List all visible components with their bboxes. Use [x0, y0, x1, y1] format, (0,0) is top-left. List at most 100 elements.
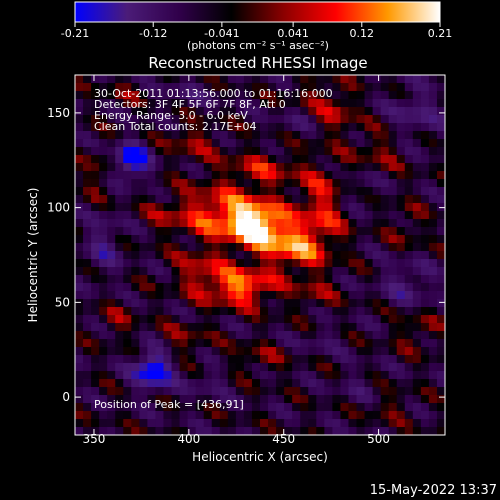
heatmap-cell [364, 171, 374, 180]
heatmap-cell [268, 91, 277, 100]
heatmap-cell [155, 195, 165, 204]
heatmap-cell [380, 267, 390, 276]
heatmap-cell [163, 331, 173, 340]
heatmap-cell [396, 403, 406, 412]
heatmap-cell [404, 299, 414, 308]
heatmap-cell [227, 419, 237, 428]
heatmap-cell [211, 91, 221, 100]
heatmap-cell [195, 411, 205, 420]
heatmap-cell [131, 323, 140, 332]
heatmap-cell [107, 267, 116, 276]
heatmap-cell [340, 307, 350, 316]
heatmap-cell [396, 315, 406, 324]
heatmap-cell [219, 99, 229, 108]
heatmap-cell [396, 99, 406, 108]
heatmap-cell [123, 315, 132, 324]
heatmap-cell [388, 171, 398, 180]
heatmap-cell [324, 403, 333, 412]
heatmap-cell [179, 91, 189, 100]
heatmap-cell [75, 411, 84, 420]
heatmap-cell [211, 259, 221, 268]
heatmap-cell [260, 387, 269, 396]
heatmap-cell [99, 315, 108, 324]
heatmap-cell [91, 419, 100, 428]
heatmap-cell [420, 163, 430, 172]
heatmap-cell [412, 147, 422, 156]
heatmap-cell [107, 163, 116, 172]
heatmap-cell [147, 235, 157, 244]
heatmap-cell [171, 315, 181, 324]
heatmap-cell [131, 227, 140, 236]
heatmap-cell [284, 331, 293, 340]
heatmap-cell [115, 227, 124, 236]
heatmap-cell [211, 75, 221, 84]
heatmap-cell [260, 195, 269, 204]
heatmap-cell [276, 355, 285, 364]
heatmap-cell [276, 179, 285, 188]
heatmap-cell [75, 123, 84, 132]
heatmap-cell [243, 99, 253, 108]
heatmap-cell [316, 379, 325, 388]
heatmap-cell [380, 187, 390, 196]
heatmap-cell [436, 379, 445, 388]
heatmap-cell [227, 91, 237, 100]
heatmap-cell [300, 147, 309, 156]
heatmap-cell [131, 163, 140, 172]
heatmap-cell [412, 275, 422, 284]
heatmap-cell [372, 291, 382, 300]
heatmap-cell [300, 115, 309, 124]
heatmap-cell [163, 251, 173, 260]
heatmap-cell [324, 427, 333, 435]
heatmap-cell [324, 123, 333, 132]
heatmap-cell [91, 427, 100, 435]
heatmap-cell [155, 203, 165, 212]
heatmap-cell [155, 131, 165, 140]
heatmap-cell [364, 203, 374, 212]
heatmap-cell [251, 267, 261, 276]
heatmap-cell [123, 411, 132, 420]
heatmap-cell [123, 219, 132, 228]
heatmap-cell [251, 219, 261, 228]
heatmap-cell [75, 243, 84, 252]
heatmap-cell [123, 139, 132, 148]
heatmap-cell [388, 147, 398, 156]
heatmap-cell [436, 75, 445, 84]
heatmap-cell [203, 139, 213, 148]
heatmap-cell [356, 251, 366, 260]
heatmap-cell [380, 227, 390, 236]
heatmap-cell [364, 395, 374, 404]
heatmap-cell [348, 339, 358, 348]
heatmap-cell [139, 195, 148, 204]
heatmap-cell [372, 283, 382, 292]
heatmap-cell [179, 243, 189, 252]
heatmap-cell [276, 427, 285, 435]
heatmap-cell [372, 115, 382, 124]
heatmap-cell [131, 91, 140, 100]
heatmap-cell [123, 163, 132, 172]
heatmap-cell [243, 363, 253, 372]
heatmap-cell [316, 275, 325, 284]
heatmap-cell [284, 251, 293, 260]
heatmap-cell [203, 379, 213, 388]
heatmap-cell [324, 235, 333, 244]
heatmap-cell [372, 371, 382, 380]
heatmap-cell [91, 347, 100, 356]
heatmap-cell [268, 299, 277, 308]
heatmap-cell [292, 259, 301, 268]
heatmap-cell [139, 171, 148, 180]
heatmap-cell [107, 99, 116, 108]
heatmap-cell [276, 203, 285, 212]
heatmap-cell [364, 267, 374, 276]
heatmap-cell [300, 187, 309, 196]
heatmap-cell [324, 75, 333, 84]
heatmap-cell [147, 275, 157, 284]
heatmap-cell [412, 395, 422, 404]
heatmap-cell [235, 363, 245, 372]
heatmap-cell [83, 163, 92, 172]
heatmap-cell [99, 227, 108, 236]
heatmap-cell [83, 227, 92, 236]
heatmap-cell [284, 307, 293, 316]
heatmap-cell [436, 187, 445, 196]
heatmap-cell [115, 411, 124, 420]
heatmap-cell [219, 235, 229, 244]
